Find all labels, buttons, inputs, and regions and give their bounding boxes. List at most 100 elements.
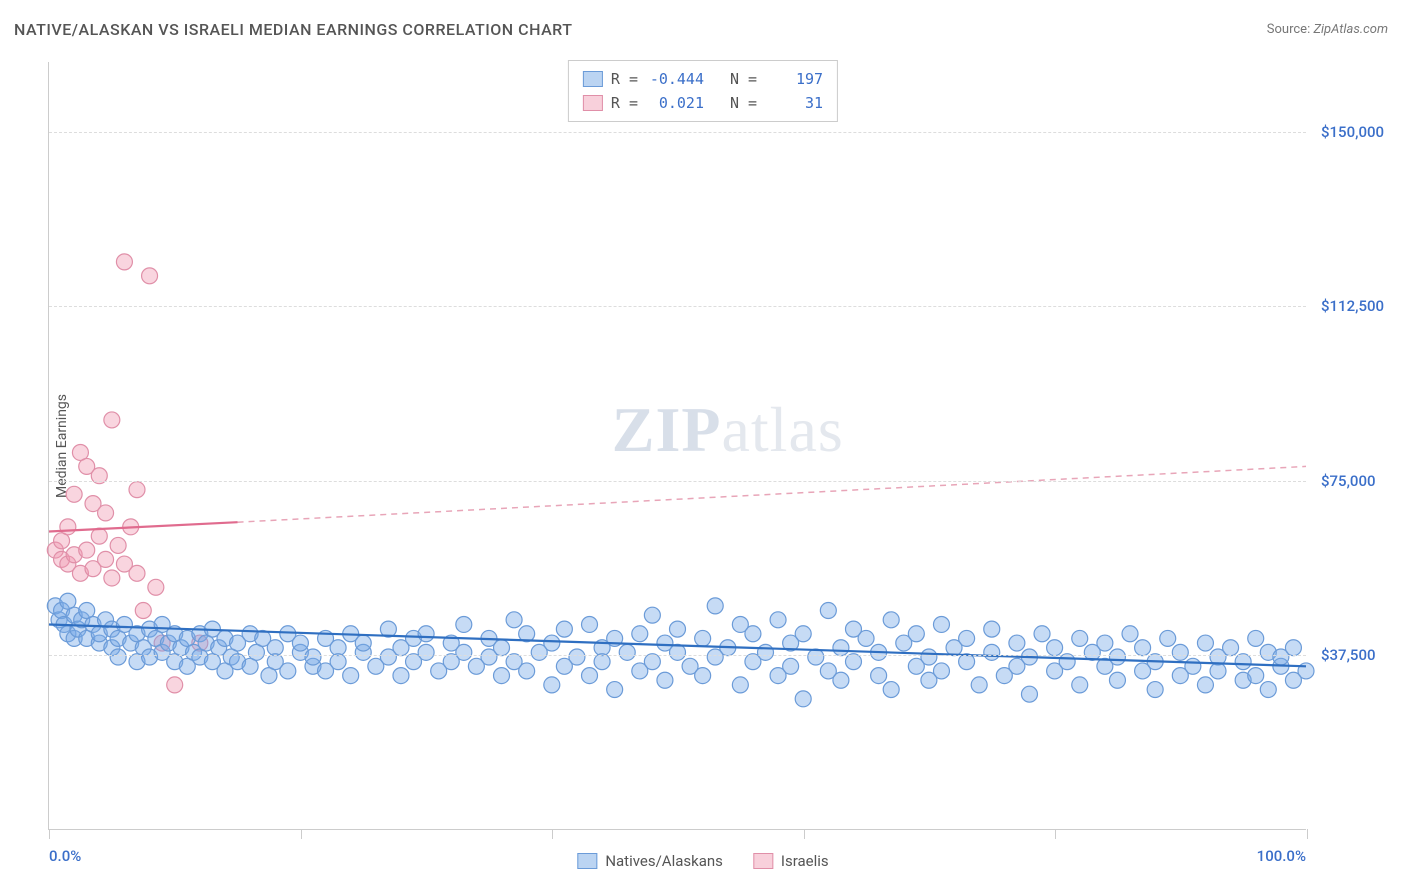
stats-n-label: N = [730, 91, 757, 115]
legend-label: Israelis [781, 852, 829, 870]
data-point-pink [91, 528, 107, 544]
stats-r-label: R = [611, 67, 638, 91]
data-point-pink [104, 412, 120, 428]
data-point-blue [456, 616, 472, 632]
data-point-blue [1248, 668, 1264, 684]
x-tick [552, 829, 553, 839]
data-point-blue [1135, 640, 1151, 656]
x-tick [804, 829, 805, 839]
x-tick [301, 829, 302, 839]
chart-container: NATIVE/ALASKAN VS ISRAELI MEDIAN EARNING… [0, 0, 1406, 892]
data-point-pink [167, 677, 183, 693]
plot-svg [49, 62, 1306, 829]
data-point-blue [1034, 626, 1050, 642]
data-point-blue [582, 668, 598, 684]
stats-n-value: 31 [765, 91, 823, 115]
data-point-blue [695, 630, 711, 646]
data-point-blue [292, 635, 308, 651]
data-point-blue [1021, 686, 1037, 702]
data-point-blue [1210, 663, 1226, 679]
data-point-blue [795, 691, 811, 707]
data-point-blue [795, 626, 811, 642]
data-point-pink [110, 537, 126, 553]
data-point-pink [104, 570, 120, 586]
data-point-blue [280, 663, 296, 679]
data-point-pink [66, 486, 82, 502]
data-point-blue [544, 635, 560, 651]
x-axis-left-label: 0.0% [49, 847, 81, 865]
data-point-blue [933, 663, 949, 679]
data-point-blue [1223, 640, 1239, 656]
data-point-blue [707, 598, 723, 614]
data-point-blue [393, 668, 409, 684]
legend: Natives/Alaskans Israelis [577, 852, 828, 870]
data-point-pink [129, 565, 145, 581]
data-point-blue [582, 616, 598, 632]
x-tick [1307, 829, 1308, 839]
source-value: ZipAtlas.com [1313, 22, 1388, 37]
data-point-blue [871, 668, 887, 684]
data-point-blue [494, 640, 510, 656]
data-point-blue [506, 612, 522, 628]
stats-n-value: 197 [765, 67, 823, 91]
gridline [49, 655, 1306, 656]
data-point-blue [343, 668, 359, 684]
data-point-pink [129, 482, 145, 498]
legend-swatch-blue [583, 71, 603, 87]
data-point-blue [1197, 677, 1213, 693]
data-point-blue [1248, 630, 1264, 646]
chart-title: NATIVE/ALASKAN VS ISRAELI MEDIAN EARNING… [14, 20, 572, 39]
stats-r-value: 0.021 [646, 91, 704, 115]
data-point-blue [820, 603, 836, 619]
gridline [49, 132, 1306, 133]
source-attribution: Source: ZipAtlas.com [1267, 22, 1388, 37]
data-point-blue [1160, 630, 1176, 646]
data-point-blue [883, 682, 899, 698]
legend-swatch-blue [577, 853, 597, 869]
plot-area: ZIPatlas $37,500$75,000$112,500$150,0000… [48, 62, 1306, 830]
data-point-blue [305, 649, 321, 665]
data-point-blue [1172, 644, 1188, 660]
data-point-blue [883, 612, 899, 628]
trend-line-pink [49, 522, 238, 531]
data-point-blue [556, 621, 572, 637]
trend-line-pink-dashed [238, 466, 1306, 522]
data-point-blue [632, 626, 648, 642]
data-point-blue [833, 672, 849, 688]
gridline [49, 306, 1306, 307]
data-point-blue [959, 630, 975, 646]
data-point-blue [984, 644, 1000, 660]
y-tick-label: $37,500 [1321, 646, 1376, 664]
data-point-blue [1047, 640, 1063, 656]
data-point-pink [148, 579, 164, 595]
data-point-blue [921, 649, 937, 665]
data-point-blue [1009, 635, 1025, 651]
data-point-blue [1072, 630, 1088, 646]
data-point-pink [116, 254, 132, 270]
data-point-blue [984, 621, 1000, 637]
legend-label: Natives/Alaskans [605, 852, 723, 870]
data-point-pink [135, 603, 151, 619]
data-point-blue [745, 626, 761, 642]
legend-item: Israelis [753, 852, 829, 870]
data-point-blue [456, 644, 472, 660]
data-point-blue [494, 668, 510, 684]
data-point-pink [98, 505, 114, 521]
data-point-blue [1109, 672, 1125, 688]
data-point-blue [783, 658, 799, 674]
x-tick [49, 829, 50, 839]
y-tick-label: $112,500 [1321, 297, 1384, 315]
data-point-blue [1185, 658, 1201, 674]
data-point-blue [607, 682, 623, 698]
data-point-blue [644, 607, 660, 623]
data-point-blue [971, 677, 987, 693]
x-axis-right-label: 100.0% [1257, 847, 1306, 865]
data-point-blue [1097, 635, 1113, 651]
legend-swatch-pink [753, 853, 773, 869]
legend-swatch-pink [583, 95, 603, 111]
data-point-blue [808, 649, 824, 665]
stats-n-label: N = [730, 67, 757, 91]
data-point-blue [770, 612, 786, 628]
data-point-blue [418, 626, 434, 642]
y-tick-label: $150,000 [1321, 123, 1384, 141]
